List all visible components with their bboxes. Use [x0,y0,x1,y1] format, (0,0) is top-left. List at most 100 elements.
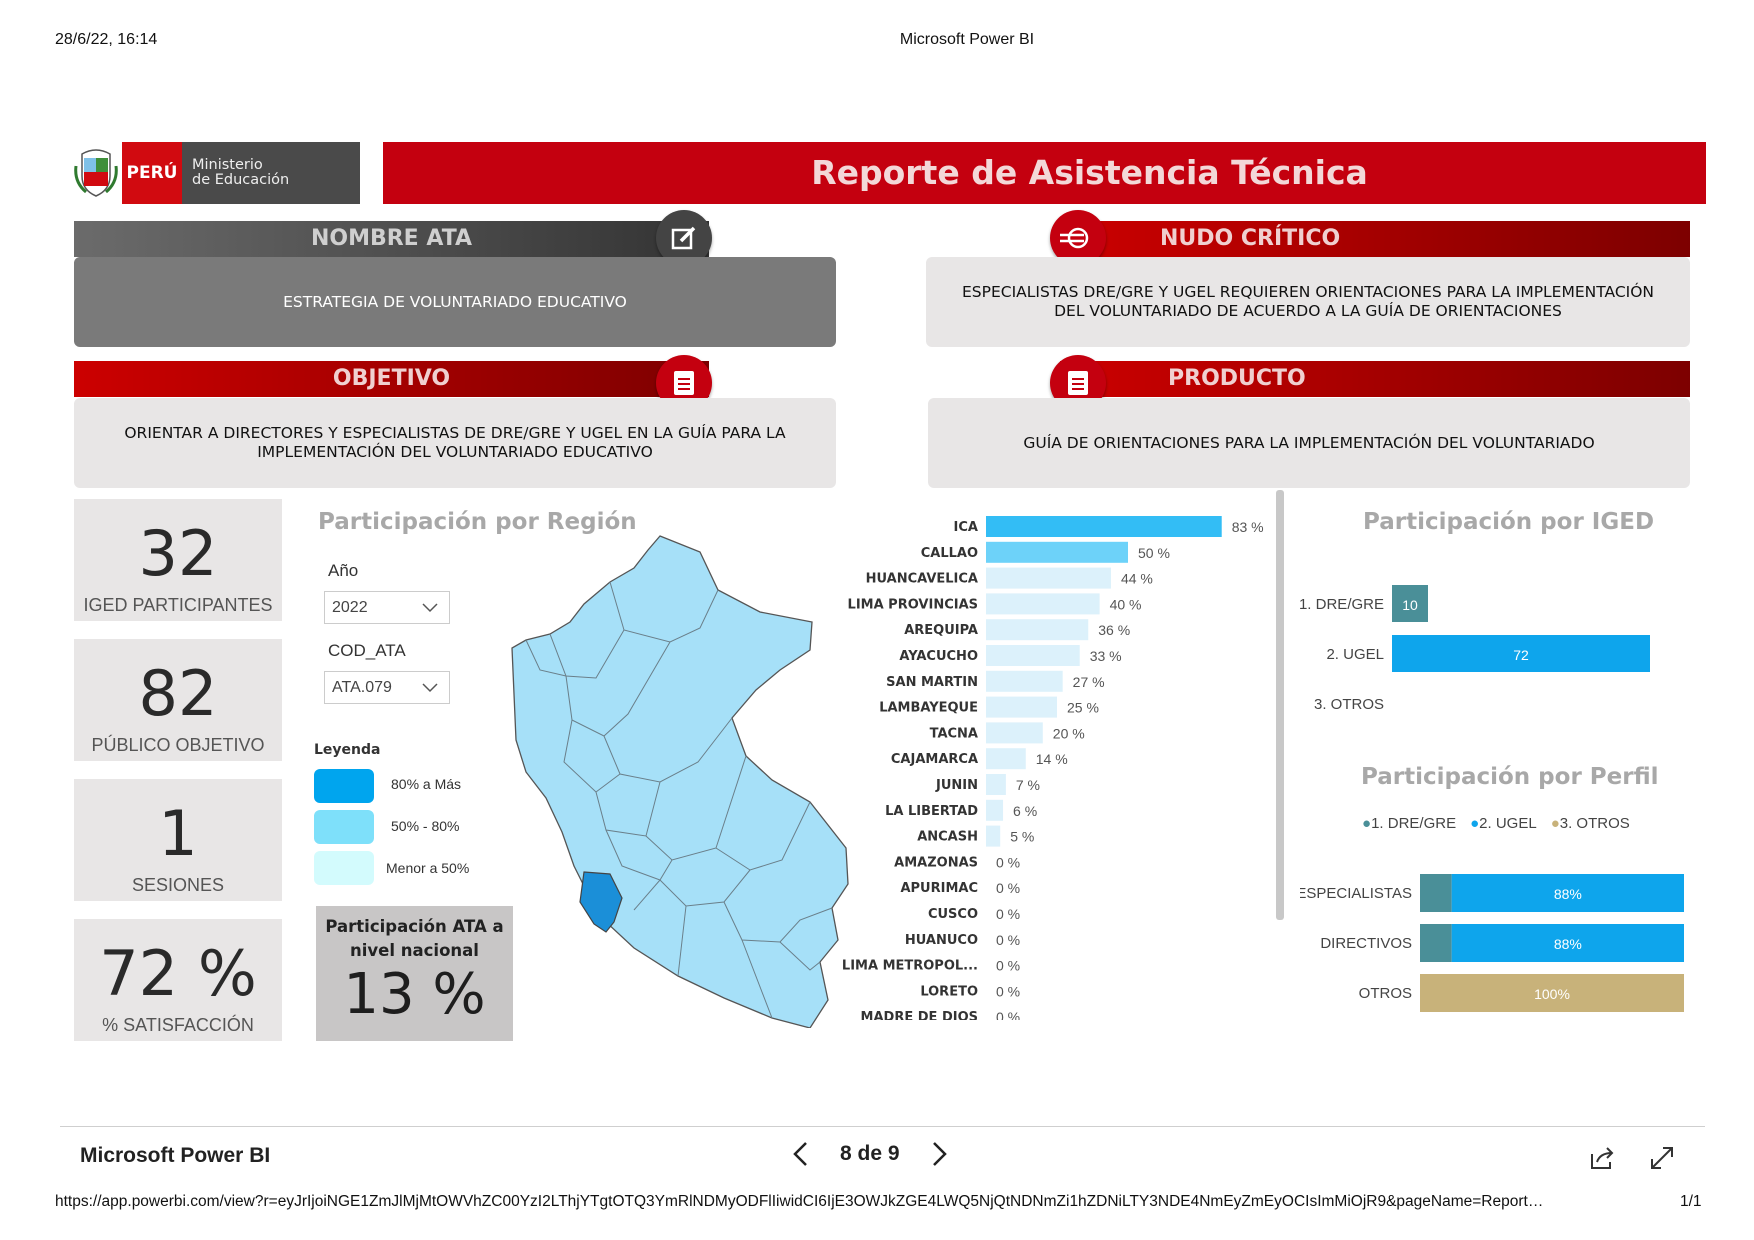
bar-category-label: TACNA [930,726,978,741]
bar-category-label: ANCASH [917,830,978,845]
bar-category-label: LIMA METROPOL... [842,959,978,974]
iged-bar-value: 72 [1513,647,1529,663]
fullscreen-icon[interactable] [1648,1144,1676,1172]
kpi-value: 32 [138,517,218,590]
bar-category-label: SAN MARTIN [886,675,978,690]
bar-category-label: HUANUCO [905,933,978,948]
bar-category-label: APURIMAC [900,881,978,896]
region-bar [986,774,1006,795]
bar-value-label: 25 % [1067,700,1099,716]
nudo-critico-header: NUDO CRÍTICO [1060,221,1690,257]
page-navigator: 8 de 9 [790,1140,950,1168]
objetivo-text: ORIENTAR A DIRECTORES Y ESPECIALISTAS DE… [74,398,836,488]
chevron-left-icon[interactable] [790,1140,812,1168]
minedu-logo: PERÚ Ministerio de Educación [70,142,360,204]
kpi-label: % SATISFACCIÓN [102,1015,254,1035]
region-bar [986,670,1063,692]
iged-bar-chart: 1. DRE/GRE 10 2. UGEL 72 3. OTROS [1300,585,1650,713]
kpi-value: 82 [138,657,218,730]
footer-brand: Microsoft Power BI [80,1144,271,1167]
region-bar [986,567,1111,589]
page-url: https://app.powerbi.com/view?r=eyJrIjoiN… [55,1193,1544,1210]
legend-swatch-low [314,851,374,885]
bar-category-label: CAJAMARCA [891,752,978,767]
ministry-label: Ministerio de Educación [182,142,360,204]
perfil-category-label: OTROS [1359,985,1412,1002]
peru-map[interactable] [510,530,855,1028]
bar-value-label: 83 % [1232,519,1264,535]
region-bar [986,799,1004,821]
legend-title: Leyenda [314,742,381,758]
share-icon[interactable] [1588,1144,1616,1172]
bar-category-label: CALLAO [921,546,978,561]
region-bar [986,696,1057,718]
bar-value-label: 0 % [996,932,1020,948]
legend-label: 1. DRE/GRE [1371,815,1457,832]
cod-ata-value: ATA.079 [332,679,392,696]
bar-category-label: JUNIN [935,778,978,793]
kpi-value: 72 % [99,937,257,1010]
chevron-down-icon [422,603,438,613]
peru-label: PERÚ [122,142,182,204]
bar-category-label: HUANCAVELICA [866,572,978,587]
bar-value-label: 0 % [996,983,1020,999]
perfil-bar-segment [1420,924,1452,962]
objetivo-header: OBJETIVO [74,361,709,397]
bar-value-label: 5 % [1010,829,1034,845]
bar-category-label: AYACUCHO [899,649,978,664]
iged-bar-value: 10 [1402,597,1418,613]
perfil-category-label: DIRECTIVOS [1320,935,1412,952]
bar-category-label: AMAZONAS [894,855,978,870]
bar-value-label: 0 % [996,1009,1020,1020]
kpi-label: IGED PARTICIPANTES [83,595,273,615]
year-dropdown[interactable]: 2022 [324,591,450,624]
bar-value-label: 44 % [1121,571,1153,587]
perfil-bar-segment [1451,874,1684,912]
bar-value-label: 14 % [1036,751,1068,767]
bar-value-label: 20 % [1053,725,1085,741]
perfil-stacked-chart: ESPECIALISTAS 88% DIRECTIVOS 88% OTROS 100% [1300,874,1684,1012]
nombre-ata-header: NOMBRE ATA [74,221,709,257]
national-participation-card: Participación ATA a nivel nacional 13 % [316,906,513,1041]
perfil-legend: ●1. DRE/GRE ●2. UGEL ●3. OTROS [1362,815,1630,832]
chevron-right-icon[interactable] [928,1140,950,1168]
cod-ata-dropdown[interactable]: ATA.079 [324,671,450,704]
ica-region[interactable] [579,871,623,933]
iged-title: Participación por IGED [1363,509,1655,535]
critical-node-icon [1050,210,1106,266]
bar-category-label: LAMBAYEQUE [879,701,978,716]
iged-bar [1392,585,1428,622]
legend-item: ●1. DRE/GRE [1362,815,1457,832]
legend-swatch-mid [314,810,374,844]
region-borders [525,581,833,1019]
bar-value-label: 0 % [996,854,1020,870]
iged-category-label: 3. OTROS [1314,696,1384,713]
perfil-bar-value: 100% [1534,986,1570,1002]
region-title: Participación por Región [318,509,637,535]
report-title: Reporte de Asistencia Técnica [383,142,1706,204]
bar-value-label: 50 % [1138,545,1170,561]
bar-value-label: 7 % [1016,777,1040,793]
bar-category-label: AREQUIPA [904,623,978,638]
print-date: 28/6/22, 16:14 [55,31,158,48]
region-bar [986,748,1026,770]
kpi-publico-objetivo: 82 PÚBLICO OBJETIVO [74,639,282,761]
perfil-bar-segment [1420,974,1684,1012]
perfil-bar-segment [1451,924,1684,962]
region-bar [986,645,1080,666]
edit-icon [656,210,712,266]
bar-value-label: 0 % [996,958,1020,974]
bar-value-label: 6 % [1013,803,1037,819]
bar-category-label: LORETO [920,984,978,999]
scrollbar[interactable] [1276,490,1284,920]
footer-divider [60,1126,1705,1127]
kpi-sesiones: 1 SESIONES [74,779,282,901]
legend-swatch-high [314,769,374,803]
ministry-line1: Ministerio [192,157,263,173]
nombre-ata-text: ESTRATEGIA DE VOLUNTARIADO EDUCATIVO [74,257,836,347]
bar-value-label: 27 % [1073,674,1105,690]
national-value: 13 % [343,962,486,1027]
perfil-bar-value: 88% [1554,936,1582,952]
region-bar [986,593,1100,615]
iged-bar [1392,635,1650,672]
